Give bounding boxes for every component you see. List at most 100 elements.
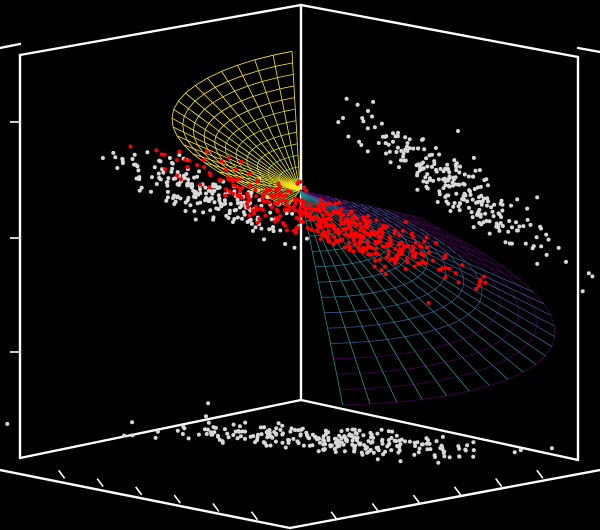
right-wall-shadow-point — [427, 153, 432, 158]
data-point — [338, 217, 343, 222]
left-wall-shadow-point — [169, 160, 174, 165]
right-wall-shadow-point — [421, 166, 426, 171]
right-wall-shadow-point — [484, 219, 489, 223]
surface-ray-upper — [195, 85, 301, 191]
data-point — [373, 251, 378, 256]
right-wall-shadow-point — [447, 170, 452, 175]
floor-shadow-point — [268, 443, 273, 448]
data-point — [325, 217, 330, 222]
surface-ray-upper — [171, 117, 301, 191]
data-point — [325, 235, 329, 240]
data-point — [254, 204, 258, 209]
left-wall-shadow-point — [177, 153, 182, 157]
floor-shadow-point — [210, 432, 215, 437]
data-point — [410, 234, 415, 239]
right-wall-shadow-point — [479, 193, 484, 198]
surface-ray-upper — [176, 135, 301, 191]
data-point — [263, 213, 268, 218]
surface-ray-lower — [299, 189, 418, 218]
right-wall-shadow-point — [465, 199, 470, 204]
floor-shadow-point — [253, 440, 258, 445]
right-wall-shadow-point — [403, 135, 408, 140]
data-point — [278, 214, 283, 219]
right-wall-shadow-point — [423, 175, 428, 180]
floor-shadow-point — [240, 429, 245, 434]
data-point — [443, 275, 448, 279]
floor-shadow-point — [361, 433, 366, 438]
right-wall-shadow-point — [586, 271, 591, 276]
right-wall-shadow-point — [420, 137, 424, 142]
data-point — [403, 267, 408, 271]
floor-shadow-point — [204, 432, 209, 436]
tick-front-left-4 — [212, 502, 220, 512]
left-wall-shadow-point — [204, 191, 208, 196]
right-wall-shadow-point — [499, 215, 504, 219]
data-point — [308, 201, 313, 206]
floor-shadow-point — [424, 436, 429, 441]
right-wall-shadow-point — [446, 193, 451, 198]
left-wall-shadow-point — [186, 177, 191, 182]
data-point — [482, 274, 486, 279]
data-point — [421, 253, 426, 258]
right-wall-shadow-point — [407, 137, 412, 142]
left-wall-shadow-point — [198, 191, 203, 195]
floor-shadow-point — [243, 420, 248, 425]
left-wall-shadow-point — [228, 202, 233, 206]
data-point — [178, 177, 183, 182]
data-point — [305, 226, 310, 231]
data-point — [372, 264, 377, 269]
floor-shadow-point — [397, 445, 402, 450]
data-point — [270, 195, 275, 200]
data-point — [254, 194, 259, 199]
floor-shadow-point — [345, 427, 350, 432]
data-point — [342, 221, 347, 226]
surface-ray-lower — [299, 189, 534, 293]
data-point — [346, 224, 351, 229]
data-point — [386, 252, 391, 256]
data-point — [227, 189, 232, 194]
floor-shadow-point — [433, 455, 437, 459]
floor-shadow-point — [403, 439, 407, 444]
floor-shadow-point — [352, 449, 357, 454]
floor-shadow-point — [368, 430, 373, 435]
floor-shadow-point — [379, 427, 384, 432]
data-point — [337, 200, 342, 205]
floor-shadow-point — [274, 426, 279, 431]
floor-shadow-point — [420, 442, 424, 447]
surface-ray-upper — [185, 92, 301, 191]
left-wall-shadow-point — [156, 171, 161, 176]
left-wall-shadow-point — [259, 226, 264, 231]
right-wall-shadow-point — [393, 134, 398, 139]
data-point — [223, 193, 228, 198]
data-point — [423, 261, 428, 266]
floor-shadow-point — [417, 446, 422, 451]
right-wall-shadow-point — [446, 201, 451, 206]
left-wall-shadow-point — [269, 217, 274, 222]
floor-shadow-point — [306, 435, 311, 440]
surface-ray-upper — [178, 100, 301, 191]
data-point — [274, 188, 279, 193]
floor-shadow-point — [360, 452, 365, 457]
right-wall-shadow-point — [498, 221, 503, 226]
right-wall-shadow-point — [517, 224, 522, 229]
right-wall-shadow-point — [424, 156, 429, 161]
right-wall-shadow-point — [469, 210, 474, 215]
axis-back-left-bottom — [18, 398, 303, 460]
data-point — [327, 201, 332, 206]
data-point — [384, 255, 389, 260]
left-wall-shadow-point — [232, 217, 237, 221]
floor-shadow-point — [215, 433, 220, 438]
right-wall-shadow-point — [485, 203, 489, 208]
right-wall-shadow-point — [372, 125, 377, 130]
floor-shadow-point — [213, 425, 218, 430]
left-wall-shadow-point — [158, 159, 163, 164]
data-point — [393, 246, 398, 251]
data-point — [198, 182, 203, 187]
floor-shadow-point — [362, 443, 367, 448]
data-point — [352, 236, 357, 241]
left-wall-shadow-point — [267, 227, 272, 232]
data-point — [294, 226, 299, 231]
right-wall-shadow-point — [436, 177, 441, 182]
data-point — [163, 167, 168, 172]
left-wall-shadow-point — [185, 198, 190, 203]
